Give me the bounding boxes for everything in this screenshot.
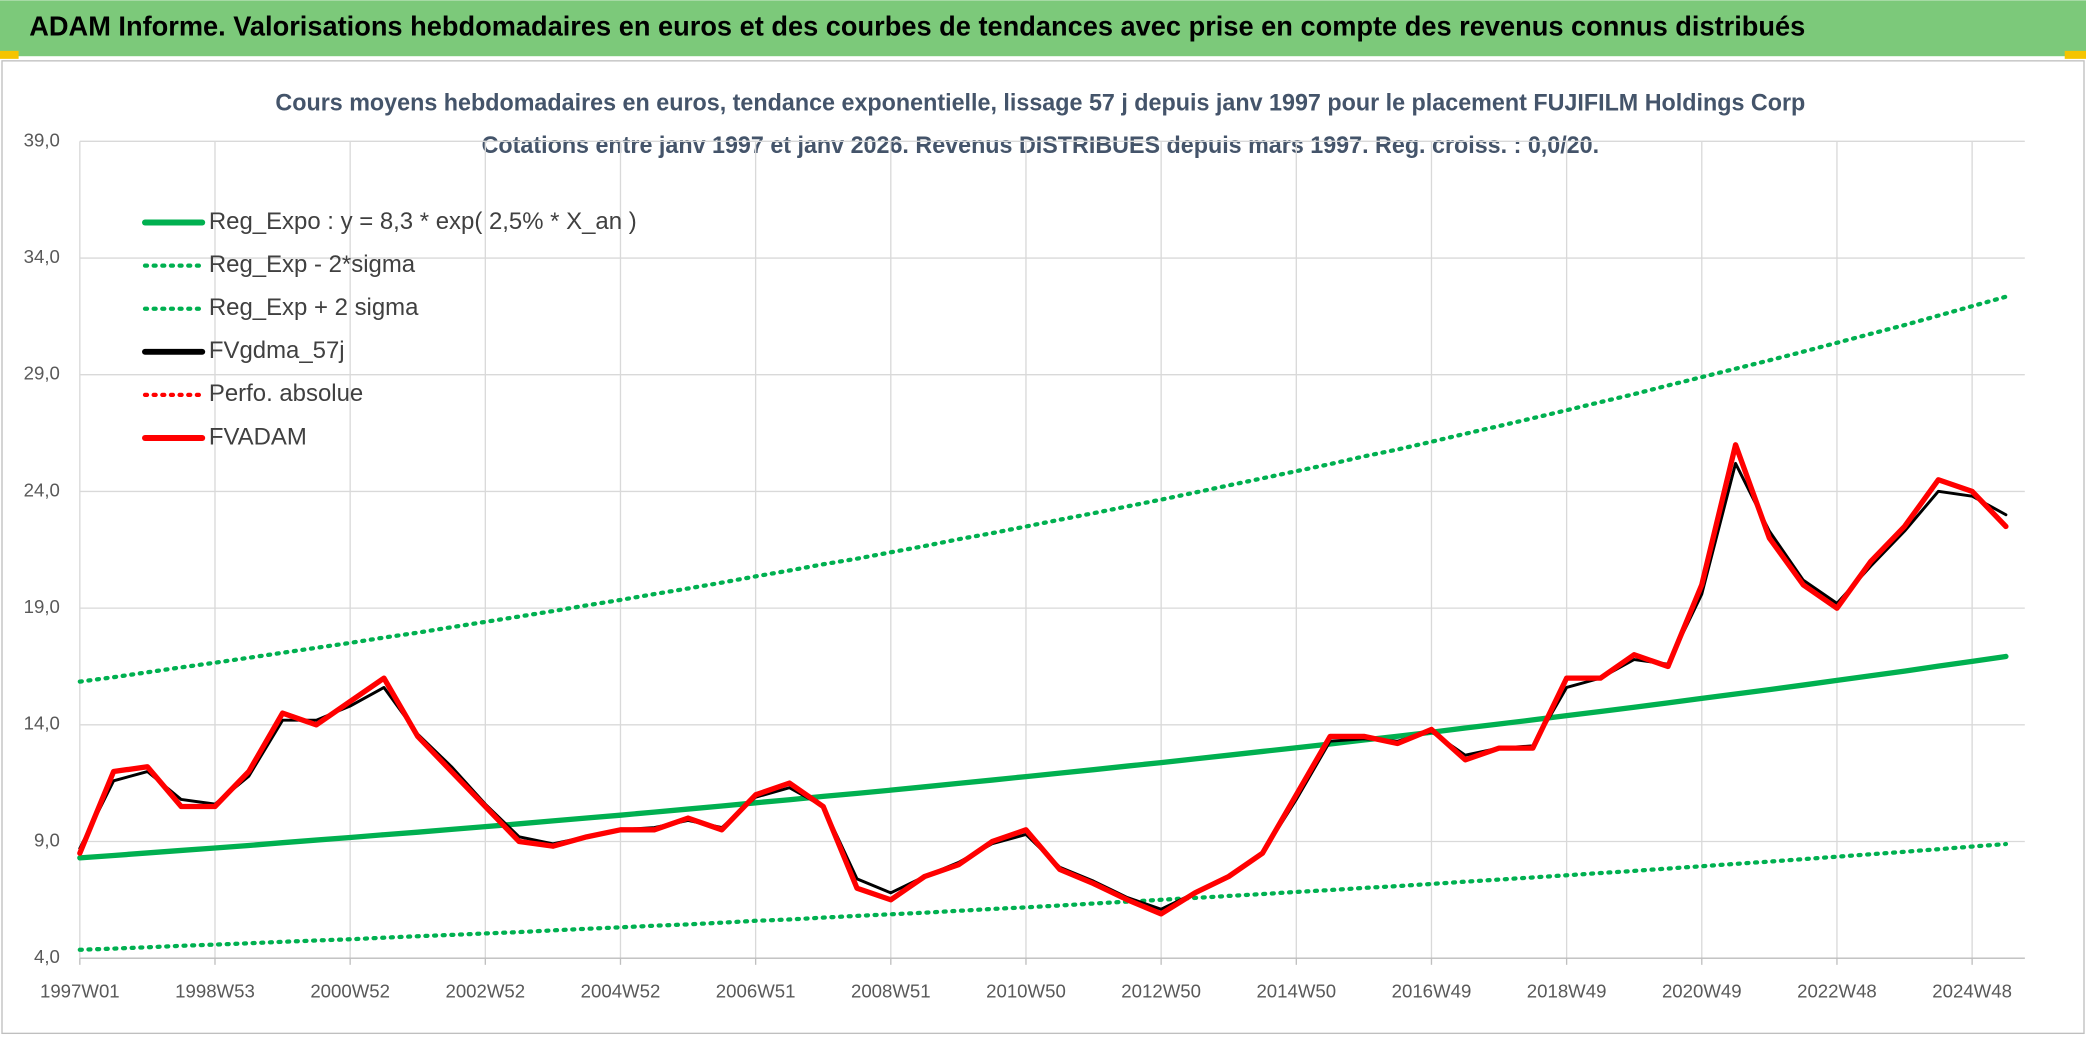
series-line [77, 442, 2009, 917]
x-tick-label: 2012W50 [1121, 981, 1201, 1002]
legend-label: FVgdma_57j [209, 337, 345, 364]
legend-label: Reg_Expo : y = 8,3 * exp( 2,5% * X_an ) [209, 208, 637, 235]
y-tick-label: 39,0 [24, 129, 60, 150]
y-tick-label: 24,0 [24, 479, 60, 500]
y-tick-label: 4,0 [34, 946, 60, 967]
series-line [77, 653, 2009, 861]
x-tick-label: 2022W48 [1797, 981, 1877, 1002]
chart-title: Cours moyens hebdomadaires en euros, ten… [275, 89, 1805, 116]
y-tick-label: 34,0 [24, 246, 60, 267]
y-tick-label: 9,0 [34, 829, 60, 850]
x-tick-label: 2014W50 [1256, 981, 1336, 1002]
legend-label: Reg_Exp + 2 sigma [209, 294, 419, 321]
series-line [77, 841, 2009, 952]
x-tick-label: 2004W52 [581, 981, 661, 1002]
y-tick-label: 19,0 [24, 596, 60, 617]
y-tick-label: 29,0 [24, 363, 60, 384]
header-title: ADAM Informe. Valorisations hebdomadaire… [29, 11, 1805, 42]
plot: 4,0 9,0 14,0 19,0 24,0 29,0 34,0 39,0 1997W01 199… [24, 129, 2025, 1002]
x-tick-label: 2000W52 [310, 981, 390, 1002]
x-tick-label: 1997W01 [40, 981, 120, 1002]
x-tick-label: 2006W51 [716, 981, 796, 1002]
header-bar [0, 0, 2086, 57]
y-tick-label: 14,0 [24, 713, 60, 734]
x-tick-label: 2024W48 [1932, 981, 2012, 1002]
x-tick-label: 1998W53 [175, 981, 255, 1002]
legend-label: FVADAM [209, 423, 307, 450]
chart-frame [1, 60, 2085, 1035]
x-tick-label: 2020W49 [1662, 981, 1742, 1002]
x-tick-label: 2002W52 [445, 981, 525, 1002]
x-tick-label: 2016W49 [1392, 981, 1472, 1002]
x-tick-label: 2010W50 [986, 981, 1066, 1002]
corner-mark [0, 50, 19, 59]
x-tick-label: 2008W51 [851, 981, 931, 1002]
chart-subtitle: Cotations entre janv 1997 et janv 2026. … [482, 132, 1599, 159]
corner-mark [2064, 50, 2086, 59]
series-line [77, 294, 2009, 684]
legend-label: Reg_Exp - 2*sigma [209, 251, 416, 278]
legend-label: Perfo. absolue [209, 380, 363, 407]
x-tick-label: 2018W49 [1527, 981, 1607, 1002]
